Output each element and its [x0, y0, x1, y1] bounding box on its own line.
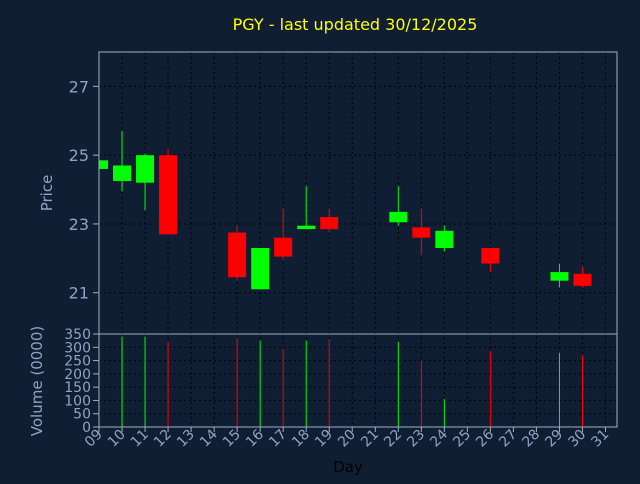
- volume-tick-label: 100: [64, 393, 91, 409]
- candle-body: [159, 155, 178, 235]
- volume-axis-label: Volume (0000): [28, 326, 46, 436]
- day-tick-label: 13: [174, 427, 198, 451]
- candle-body: [435, 230, 454, 249]
- marks-layer: [98, 131, 592, 427]
- volume-panel-frame: [98, 333, 618, 428]
- day-tick-label: 23: [404, 427, 428, 451]
- day-tick-label: 29: [542, 427, 566, 451]
- day-tick-label: 19: [312, 427, 336, 451]
- candle-body: [136, 155, 155, 183]
- day-tick-label: 16: [243, 426, 267, 450]
- volume-tick-label: 300: [64, 340, 91, 356]
- day-tick-label: 22: [381, 427, 405, 451]
- day-tick-label: 31: [588, 427, 612, 451]
- candle-body: [481, 248, 500, 264]
- day-tick-label: 10: [105, 427, 129, 451]
- grid-layer: [98, 52, 617, 428]
- day-tick-label: 14: [197, 426, 221, 450]
- candle-body: [389, 211, 408, 223]
- candle-body: [274, 237, 293, 257]
- volume-tick-label: 50: [73, 407, 91, 423]
- frame-layer: [98, 51, 618, 428]
- chart-title: PGY - last updated 30/12/2025: [233, 15, 478, 34]
- candle-body: [297, 225, 316, 230]
- price-tick-label: 21: [69, 284, 89, 303]
- volume-tick-label: 200: [64, 367, 91, 383]
- candle-body: [412, 227, 431, 238]
- day-tick-label: 27: [496, 427, 520, 451]
- day-tick-label: 26: [473, 426, 497, 450]
- day-tick-label: 12: [151, 427, 175, 451]
- volume-tick-label: 350: [64, 327, 91, 343]
- price-axis-label: Price: [38, 175, 56, 212]
- candle-body: [573, 273, 592, 286]
- volume-tick-label: 250: [64, 354, 91, 370]
- price-tick-label: 23: [69, 215, 89, 234]
- day-tick-label: 28: [519, 427, 543, 451]
- candle-body: [99, 160, 108, 169]
- candle-body: [550, 272, 569, 281]
- day-tick-label: 21: [358, 427, 382, 451]
- candle-body: [228, 232, 247, 278]
- candle-body: [320, 217, 339, 230]
- day-tick-label: 30: [565, 427, 589, 451]
- day-tick-label: 15: [220, 427, 244, 451]
- day-tick-label: 18: [289, 427, 313, 451]
- day-tick-label: 25: [450, 427, 474, 451]
- volume-tick-label: 0: [82, 420, 91, 436]
- day-tick-label: 17: [266, 427, 290, 451]
- day-tick-label: 11: [128, 427, 152, 451]
- price-tick-label: 27: [69, 77, 89, 96]
- candle-body: [251, 248, 270, 290]
- day-tick-label: 20: [335, 427, 359, 451]
- price-tick-label: 25: [69, 146, 89, 165]
- day-axis-label: Day: [333, 458, 363, 476]
- day-tick-label: 24: [427, 426, 451, 450]
- volume-tick-label: 150: [64, 380, 91, 396]
- candle-body: [113, 165, 132, 181]
